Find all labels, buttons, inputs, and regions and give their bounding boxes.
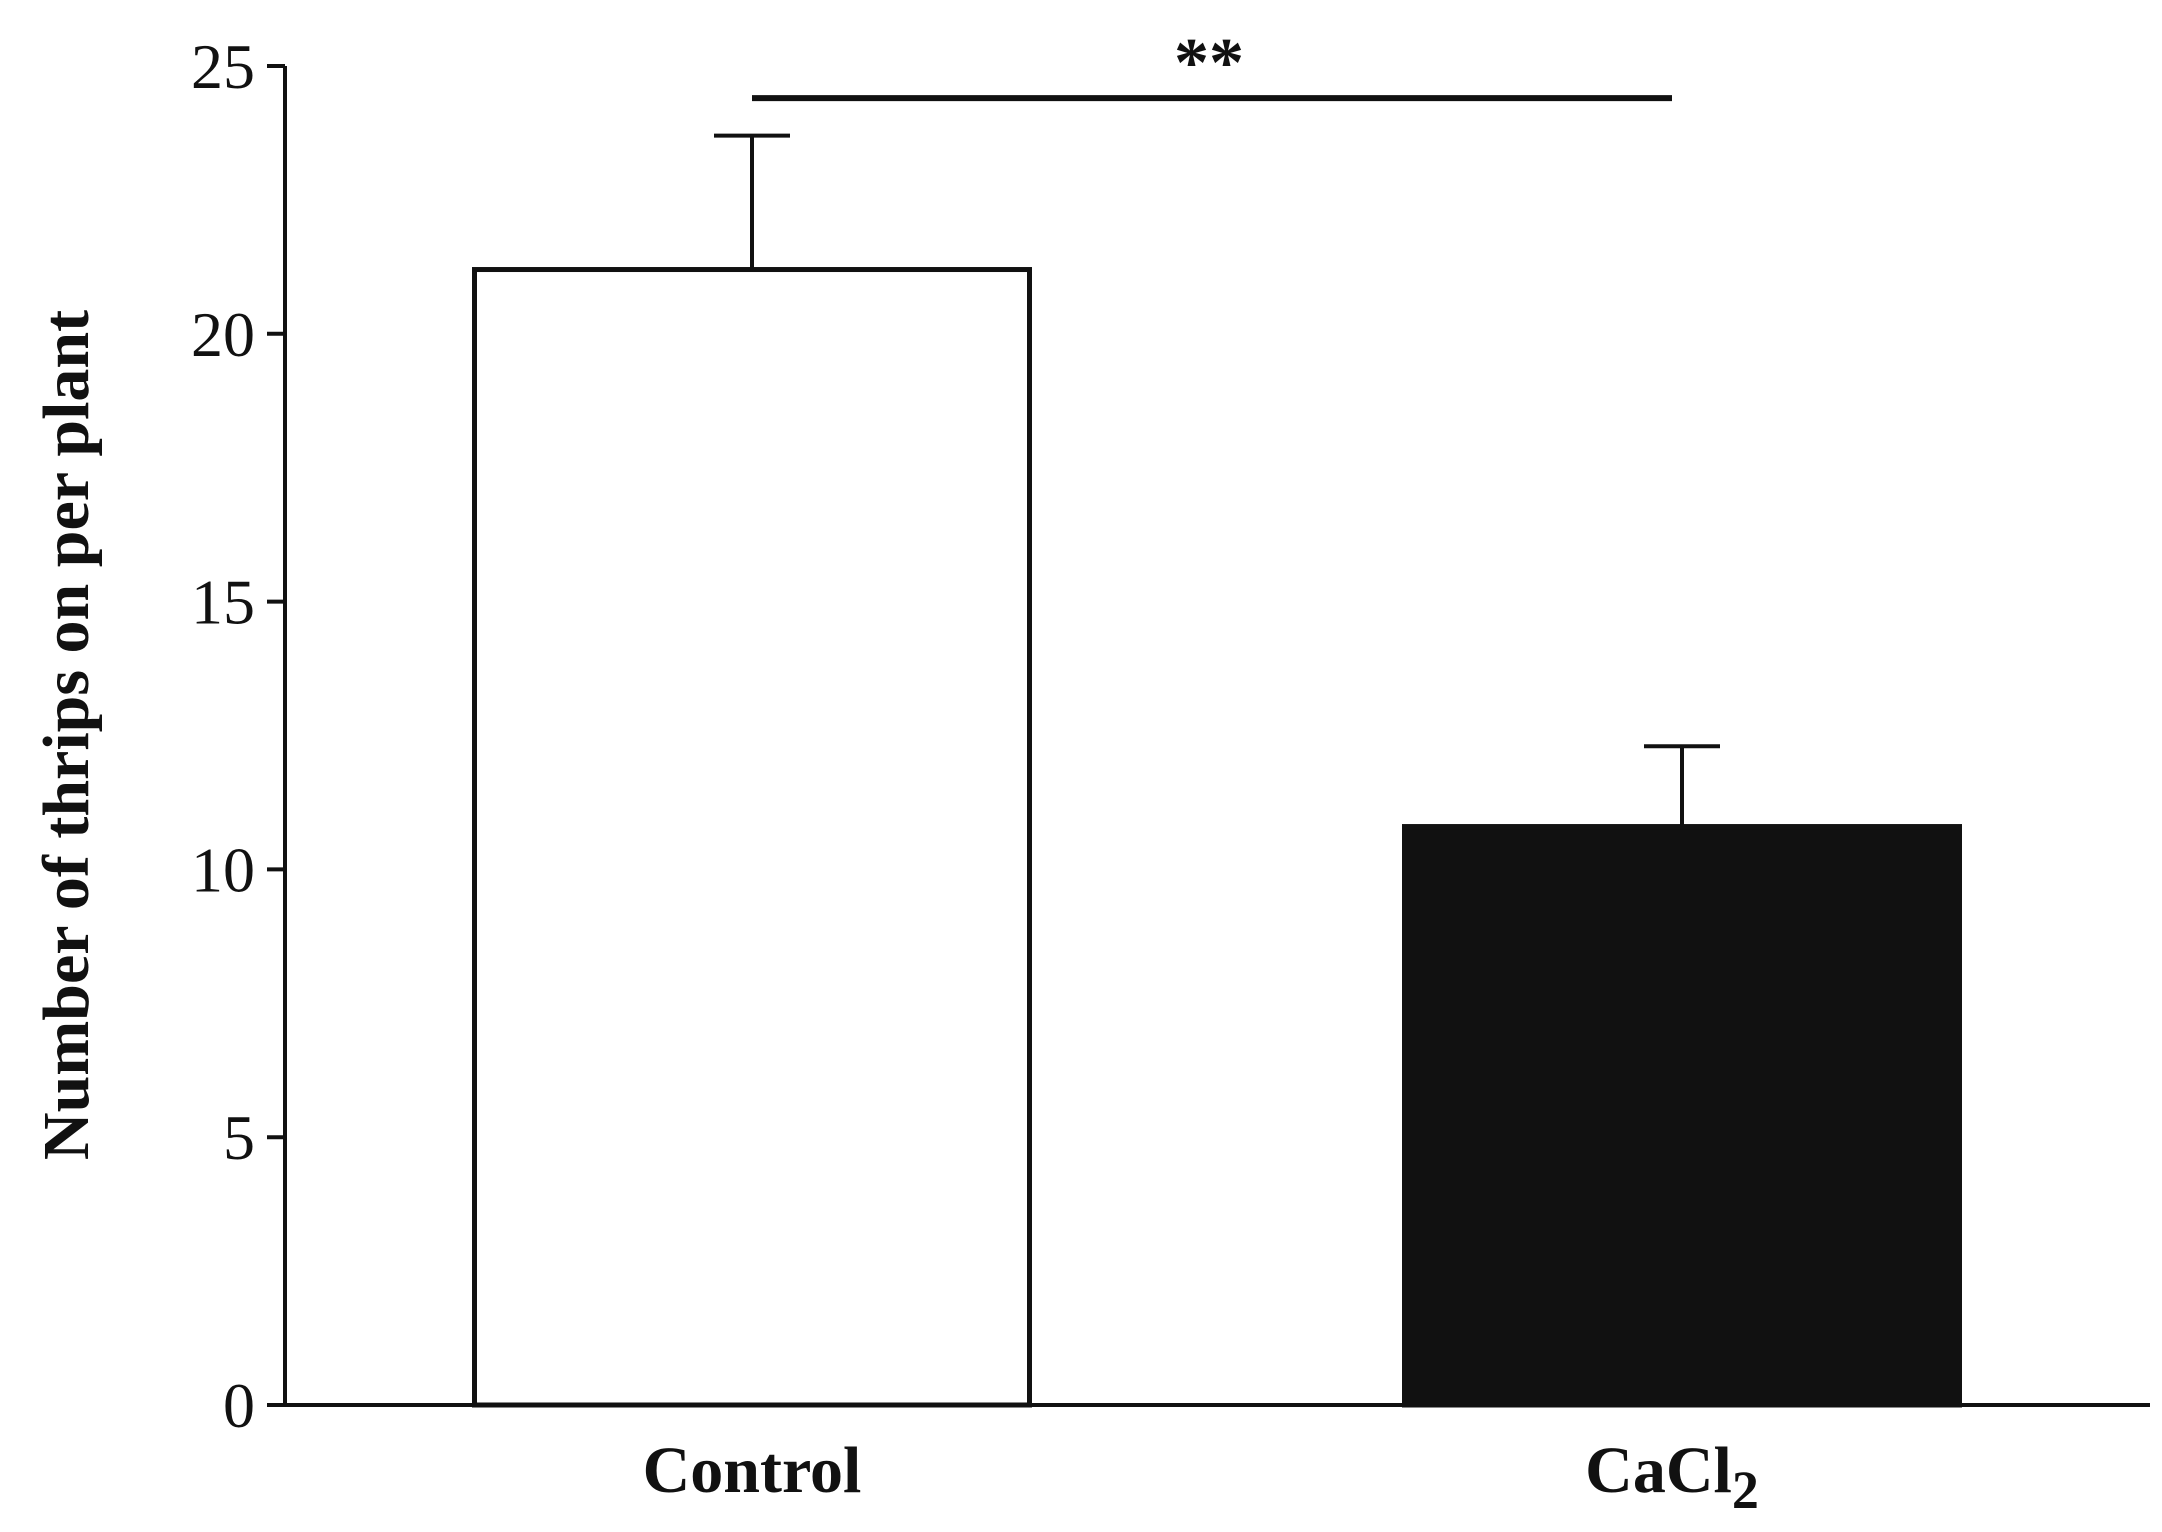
x-category-label: CaCl2 [1585,1434,1759,1520]
y-tick-label: 25 [191,31,255,102]
significance-label: ** [1174,25,1244,102]
y-tick-label: 20 [191,299,255,370]
y-axis-title: Number of thrips on per plant [30,310,103,1160]
y-tick-label: 0 [223,1370,255,1441]
y-tick-label: 10 [191,834,255,905]
bar [472,267,1032,1408]
y-tick-label: 5 [223,1102,255,1173]
bar [1402,824,1962,1408]
x-category-label: Control [643,1434,862,1507]
y-tick-label: 15 [191,567,255,638]
plot-area: 0 5 10 15 20 25 Control CaCl2 ** [191,25,2150,1520]
